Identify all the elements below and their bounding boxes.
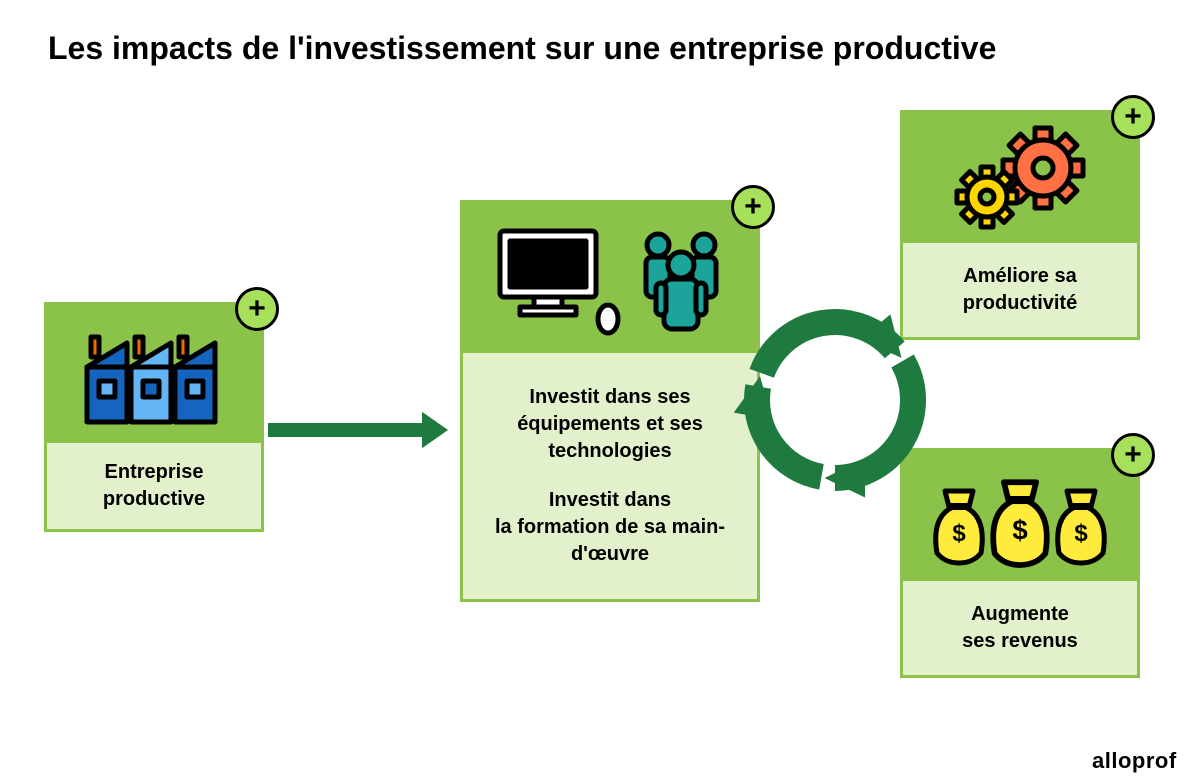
card-revenus: $ $ $ Augmenteses revenus (900, 448, 1140, 678)
money-bags-icon: $ $ $ (925, 461, 1115, 571)
diagram-canvas: { "title": { "text": "Les impacts de l'i… (0, 0, 1200, 783)
entreprise-label: Entrepriseproductive (103, 459, 205, 513)
card-top-productivite (903, 113, 1137, 243)
card-label-investit: Investit dans ses équipements et ses tec… (463, 353, 757, 599)
plus-badge-entreprise: + (235, 287, 279, 331)
page-title: Les impacts de l'investissement sur une … (48, 30, 996, 67)
card-label-productivite: Améliore sa productivité (903, 243, 1137, 337)
footer-brand: alloprof (1092, 748, 1177, 774)
card-top-revenus: $ $ $ (903, 451, 1137, 581)
revenus-label: Augmenteses revenus (962, 601, 1078, 655)
investit-label-1: Investit dans ses équipements et ses tec… (477, 384, 743, 465)
card-label-entreprise: Entrepriseproductive (47, 443, 261, 529)
gears-icon (935, 123, 1105, 233)
svg-text:$: $ (1012, 515, 1027, 546)
svg-text:$: $ (1074, 520, 1088, 547)
card-investit: Investit dans ses équipements et ses tec… (460, 200, 760, 602)
svg-text:$: $ (952, 520, 966, 547)
card-productivite: Améliore sa productivité + (900, 110, 1140, 340)
card-top-investit (463, 203, 757, 353)
card-entreprise-productive: Entrepriseproductive + (44, 302, 264, 532)
card-label-revenus: Augmenteses revenus (903, 581, 1137, 675)
computer-people-icon (480, 213, 740, 343)
card-top-entreprise (47, 305, 261, 443)
plus-badge-revenus: + (1111, 433, 1155, 477)
investit-label-2: Investit dansla formation de sa main-d'œ… (477, 487, 743, 568)
plus-badge-productivite: + (1111, 95, 1155, 139)
factory-icon (79, 319, 229, 429)
productivite-label: Améliore sa productivité (917, 263, 1123, 317)
plus-badge-investit: + (731, 185, 775, 229)
